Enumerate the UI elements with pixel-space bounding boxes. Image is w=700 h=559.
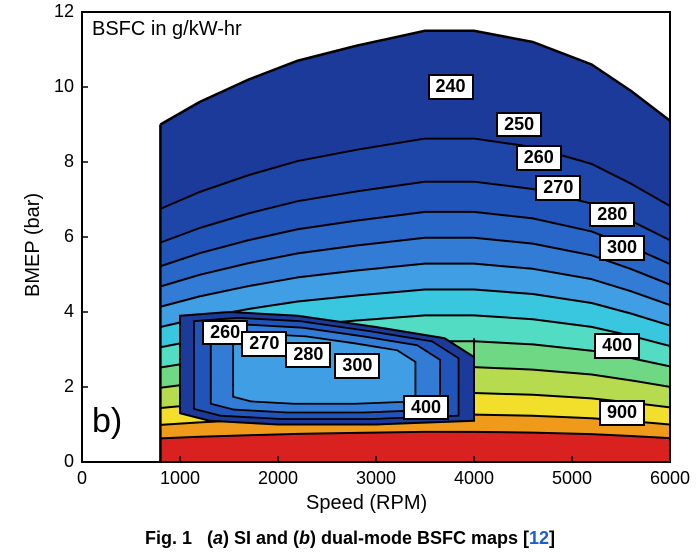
y-tick-label: 6 <box>64 226 74 247</box>
contour-label: 270 <box>535 175 581 201</box>
contour-label: 400 <box>594 333 640 359</box>
contour-label: 280 <box>589 202 635 228</box>
contour-label: 900 <box>599 400 645 426</box>
y-tick-label: 0 <box>64 451 74 472</box>
contour-label: 240 <box>428 74 474 100</box>
figure-caption: Fig. 1 (a) SI and (b) dual-mode BSFC map… <box>0 528 700 549</box>
y-tick-label: 10 <box>54 76 74 97</box>
x-tick-label: 2000 <box>256 468 300 489</box>
chart-title: BSFC in g/kW-hr <box>92 18 242 41</box>
contour-label: 400 <box>403 395 449 421</box>
contour-label: 260 <box>516 145 562 171</box>
x-tick-label: 3000 <box>354 468 398 489</box>
contour-label: 270 <box>241 331 287 357</box>
contour-label: 300 <box>599 235 645 261</box>
x-tick-label: 6000 <box>648 468 692 489</box>
contour-label: 280 <box>285 342 331 368</box>
contour-label: 250 <box>496 112 542 138</box>
y-tick-label: 8 <box>64 151 74 172</box>
contour-label: 300 <box>334 353 380 379</box>
y-tick-label: 12 <box>54 1 74 22</box>
x-tick-label: 5000 <box>550 468 594 489</box>
y-axis-label: BMEP (bar) <box>22 193 45 297</box>
y-tick-label: 2 <box>64 376 74 397</box>
x-tick-label: 4000 <box>452 468 496 489</box>
x-axis-label: Speed (RPM) <box>306 492 427 515</box>
x-tick-label: 1000 <box>158 468 202 489</box>
panel-letter: b) <box>92 402 122 441</box>
y-tick-label: 4 <box>64 301 74 322</box>
